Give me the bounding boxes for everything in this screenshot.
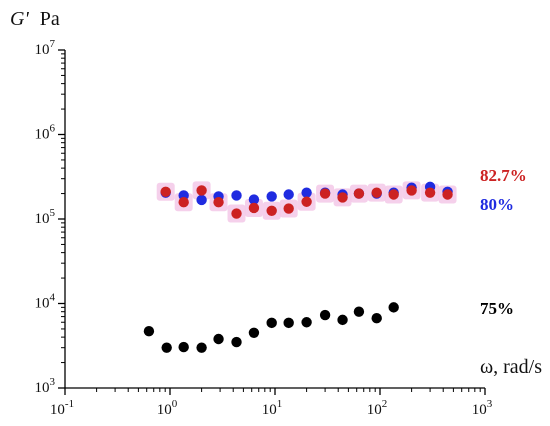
data-point	[196, 342, 207, 353]
y-axis-symbol: G'	[10, 8, 29, 30]
x-tick-label: 101	[262, 398, 283, 418]
y-tick-label: 105	[35, 207, 56, 227]
y-axis-title: G' Pa	[10, 8, 60, 30]
x-axis-title: ω, rad/s	[480, 356, 542, 378]
y-tick-base: 10	[35, 211, 50, 227]
y-tick-base: 10	[35, 296, 50, 312]
y-tick-exponent: 3	[50, 376, 56, 388]
x-tick-label: 10-1	[50, 398, 74, 418]
x-tick-label: 102	[367, 398, 388, 418]
y-tick-exponent: 5	[50, 207, 56, 219]
data-point	[442, 189, 453, 200]
data-point	[161, 342, 172, 353]
x-tick-base: 10	[367, 402, 382, 418]
data-point	[371, 312, 382, 324]
data-point	[283, 317, 294, 329]
y-tick-label: 104	[35, 292, 56, 312]
data-point	[248, 202, 260, 214]
data-point	[388, 189, 399, 200]
x-tick-base: 10	[262, 402, 277, 418]
x-tick-exponent: 0	[172, 398, 178, 410]
x-tick-label: 100	[157, 398, 178, 418]
data-point	[283, 189, 294, 200]
series-label-75: 75%	[480, 299, 514, 318]
series-label-80: 80%	[480, 195, 514, 214]
y-tick-exponent: 6	[50, 123, 56, 135]
x-tick-exponent: -1	[65, 398, 74, 410]
series-label-82-7: 82.7%	[480, 166, 527, 185]
y-tick-label: 107	[35, 38, 56, 58]
data-point	[213, 197, 224, 208]
x-tick-exponent: 3	[487, 398, 493, 410]
x-tick-exponent: 1	[277, 398, 283, 410]
data-point	[231, 208, 242, 219]
data-point	[353, 188, 365, 199]
x-tick-base: 10	[157, 402, 172, 418]
data-point	[143, 326, 155, 337]
data-point	[283, 203, 294, 214]
data-point	[266, 205, 277, 217]
data-point	[160, 186, 171, 197]
y-tick-exponent: 4	[50, 292, 56, 304]
y-tick-exponent: 7	[50, 38, 56, 50]
data-point	[424, 187, 436, 198]
data-point	[337, 192, 348, 203]
data-point	[353, 306, 365, 317]
y-axis-unit: Pa	[40, 8, 60, 30]
data-point	[406, 185, 417, 196]
data-point	[371, 187, 382, 198]
x-ticks: 10-1 100 101 102 103	[50, 388, 493, 418]
data-point	[178, 197, 189, 208]
y-tick-base: 10	[35, 380, 50, 396]
data-point	[319, 309, 331, 321]
data-marks	[143, 181, 457, 353]
y-tick-label: 106	[35, 123, 56, 143]
data-point	[248, 194, 260, 205]
data-point	[319, 188, 331, 199]
x-tick-base: 10	[50, 402, 65, 418]
data-point	[231, 190, 242, 201]
x-tick-base: 10	[472, 402, 487, 418]
y-tick-label: 103	[35, 376, 56, 396]
x-tick-exponent: 2	[382, 398, 388, 410]
data-point	[178, 341, 189, 353]
data-point	[266, 191, 277, 202]
data-point	[301, 187, 312, 198]
y-tick-base: 10	[35, 42, 50, 58]
data-point	[301, 317, 312, 328]
data-point	[266, 317, 277, 329]
y-tick-base: 10	[35, 127, 50, 143]
data-point	[301, 196, 312, 207]
x-tick-label: 103	[472, 398, 493, 418]
data-point	[213, 333, 224, 345]
data-point	[248, 327, 260, 339]
data-point	[196, 194, 207, 206]
data-point	[337, 314, 348, 326]
data-point	[196, 185, 207, 196]
data-point	[388, 302, 399, 313]
data-point	[231, 336, 242, 348]
